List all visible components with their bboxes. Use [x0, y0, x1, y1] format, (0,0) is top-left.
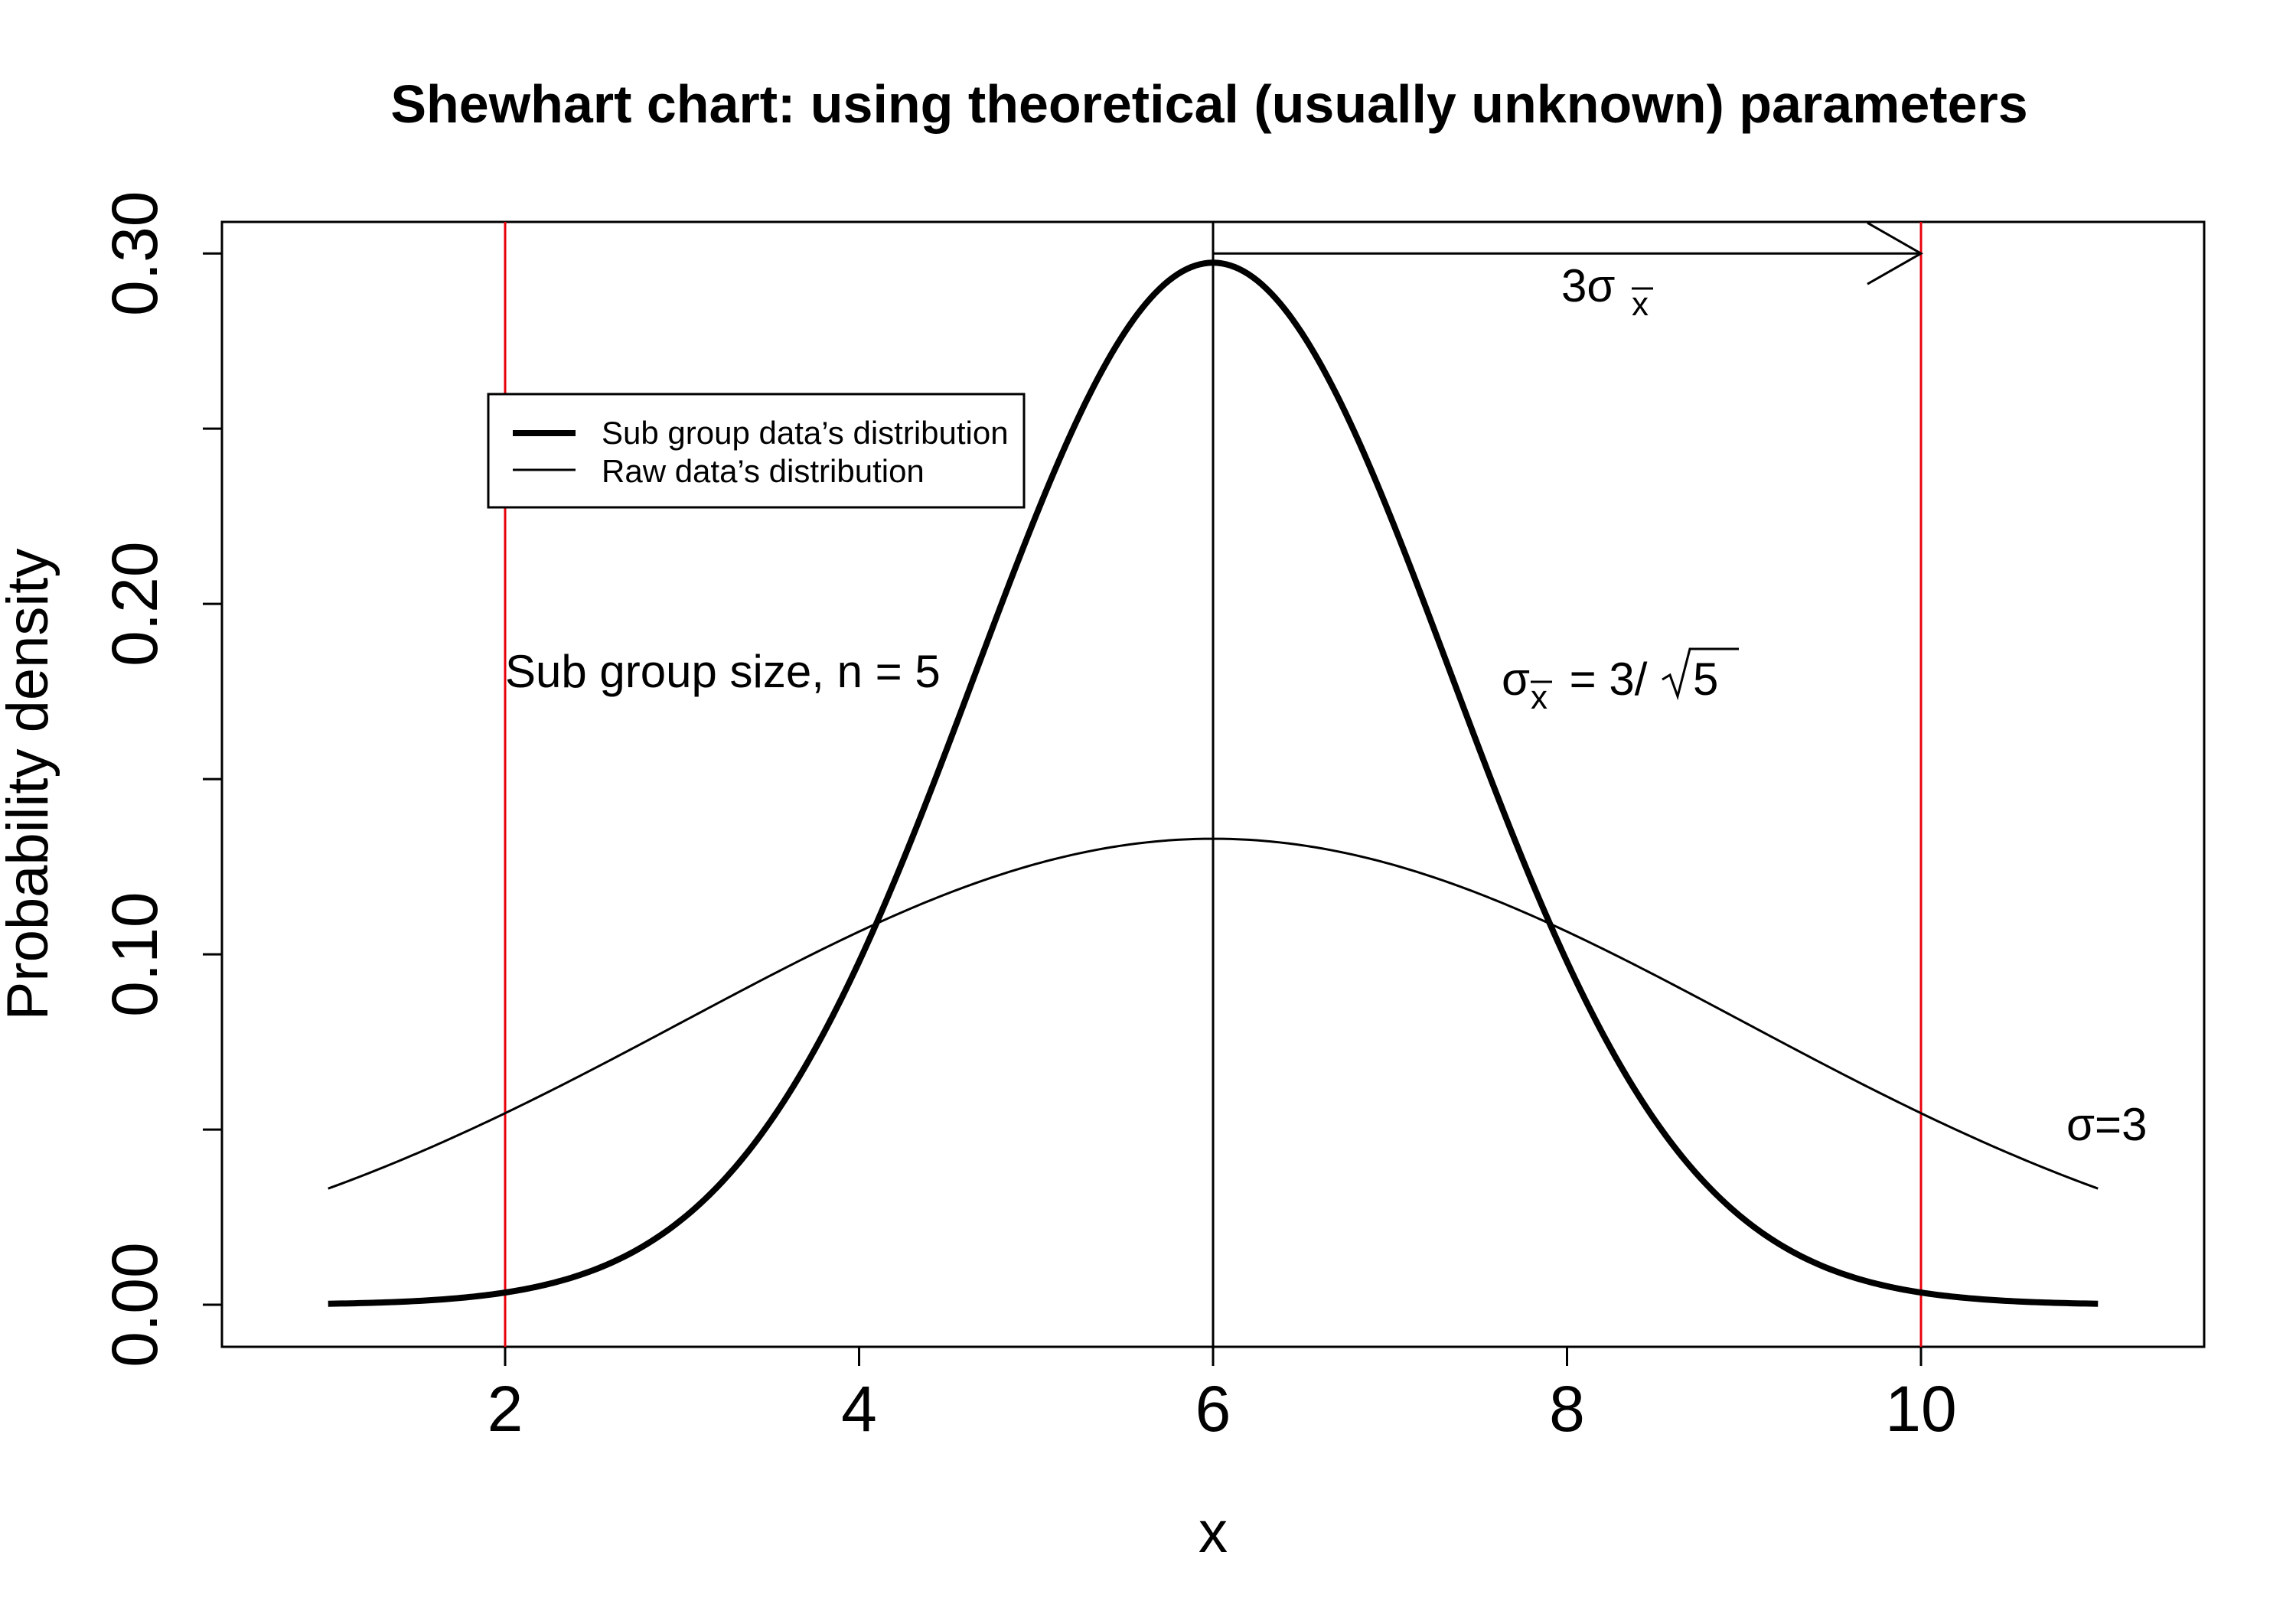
reference-lines	[504, 222, 1923, 1347]
series-lines	[328, 259, 2099, 1307]
x-tick-label: 10	[1885, 1373, 1956, 1445]
legend-label-subgroup: Sub group data’s distribution	[602, 415, 1009, 451]
legend-label-raw: Raw data’s distribution	[602, 453, 925, 489]
x-tick-label: 6	[1195, 1373, 1231, 1445]
sigma-xbar-equation: = 3/	[1557, 654, 1648, 705]
x-tick-label: 2	[488, 1373, 523, 1445]
three-sigma-arrow	[1213, 221, 1924, 285]
sqrt-sign	[1662, 647, 1739, 701]
sigma-xbar-symbol: σ	[1502, 654, 1530, 705]
annotation-three-sigma: 3σ x	[1561, 260, 1653, 323]
y-axis-label: Probability density	[0, 549, 60, 1021]
sigma-xbar-subscript: x	[1531, 679, 1548, 716]
y-tick-label: 0.00	[99, 1242, 171, 1367]
x-tick-label: 4	[841, 1373, 877, 1445]
x-axis-label: x	[1199, 1500, 1228, 1565]
y-tick-label: 0.10	[99, 892, 171, 1017]
legend: Sub group data’s distribution Raw data’s…	[487, 393, 1026, 509]
series-subgroup-distribution	[328, 259, 2099, 1307]
annotation-sigma-raw: σ=3	[2066, 1099, 2147, 1150]
x-axis: 2 4 6 8 10	[488, 1347, 1957, 1445]
y-tick-label: 0.30	[99, 191, 171, 316]
arrow-head	[1867, 221, 1924, 285]
annotation-sigma-xbar: σ x = 3/ 5	[1502, 647, 1739, 716]
three-sigma-subscript: x	[1632, 285, 1649, 323]
annotation-subgroup-size: Sub group size, n = 5	[505, 646, 941, 697]
series-raw-distribution	[328, 837, 2099, 1190]
chart-title: Shewhart chart: using theoretical (usual…	[390, 74, 2027, 134]
legend-box	[487, 393, 1026, 509]
x-tick-label: 8	[1549, 1373, 1585, 1445]
sigma-xbar-root: 5	[1693, 654, 1718, 705]
three-sigma-text: 3σ	[1561, 260, 1615, 311]
y-tick-label: 0.20	[99, 541, 171, 667]
y-axis: 0.00 0.10 0.20 0.30	[99, 191, 222, 1367]
